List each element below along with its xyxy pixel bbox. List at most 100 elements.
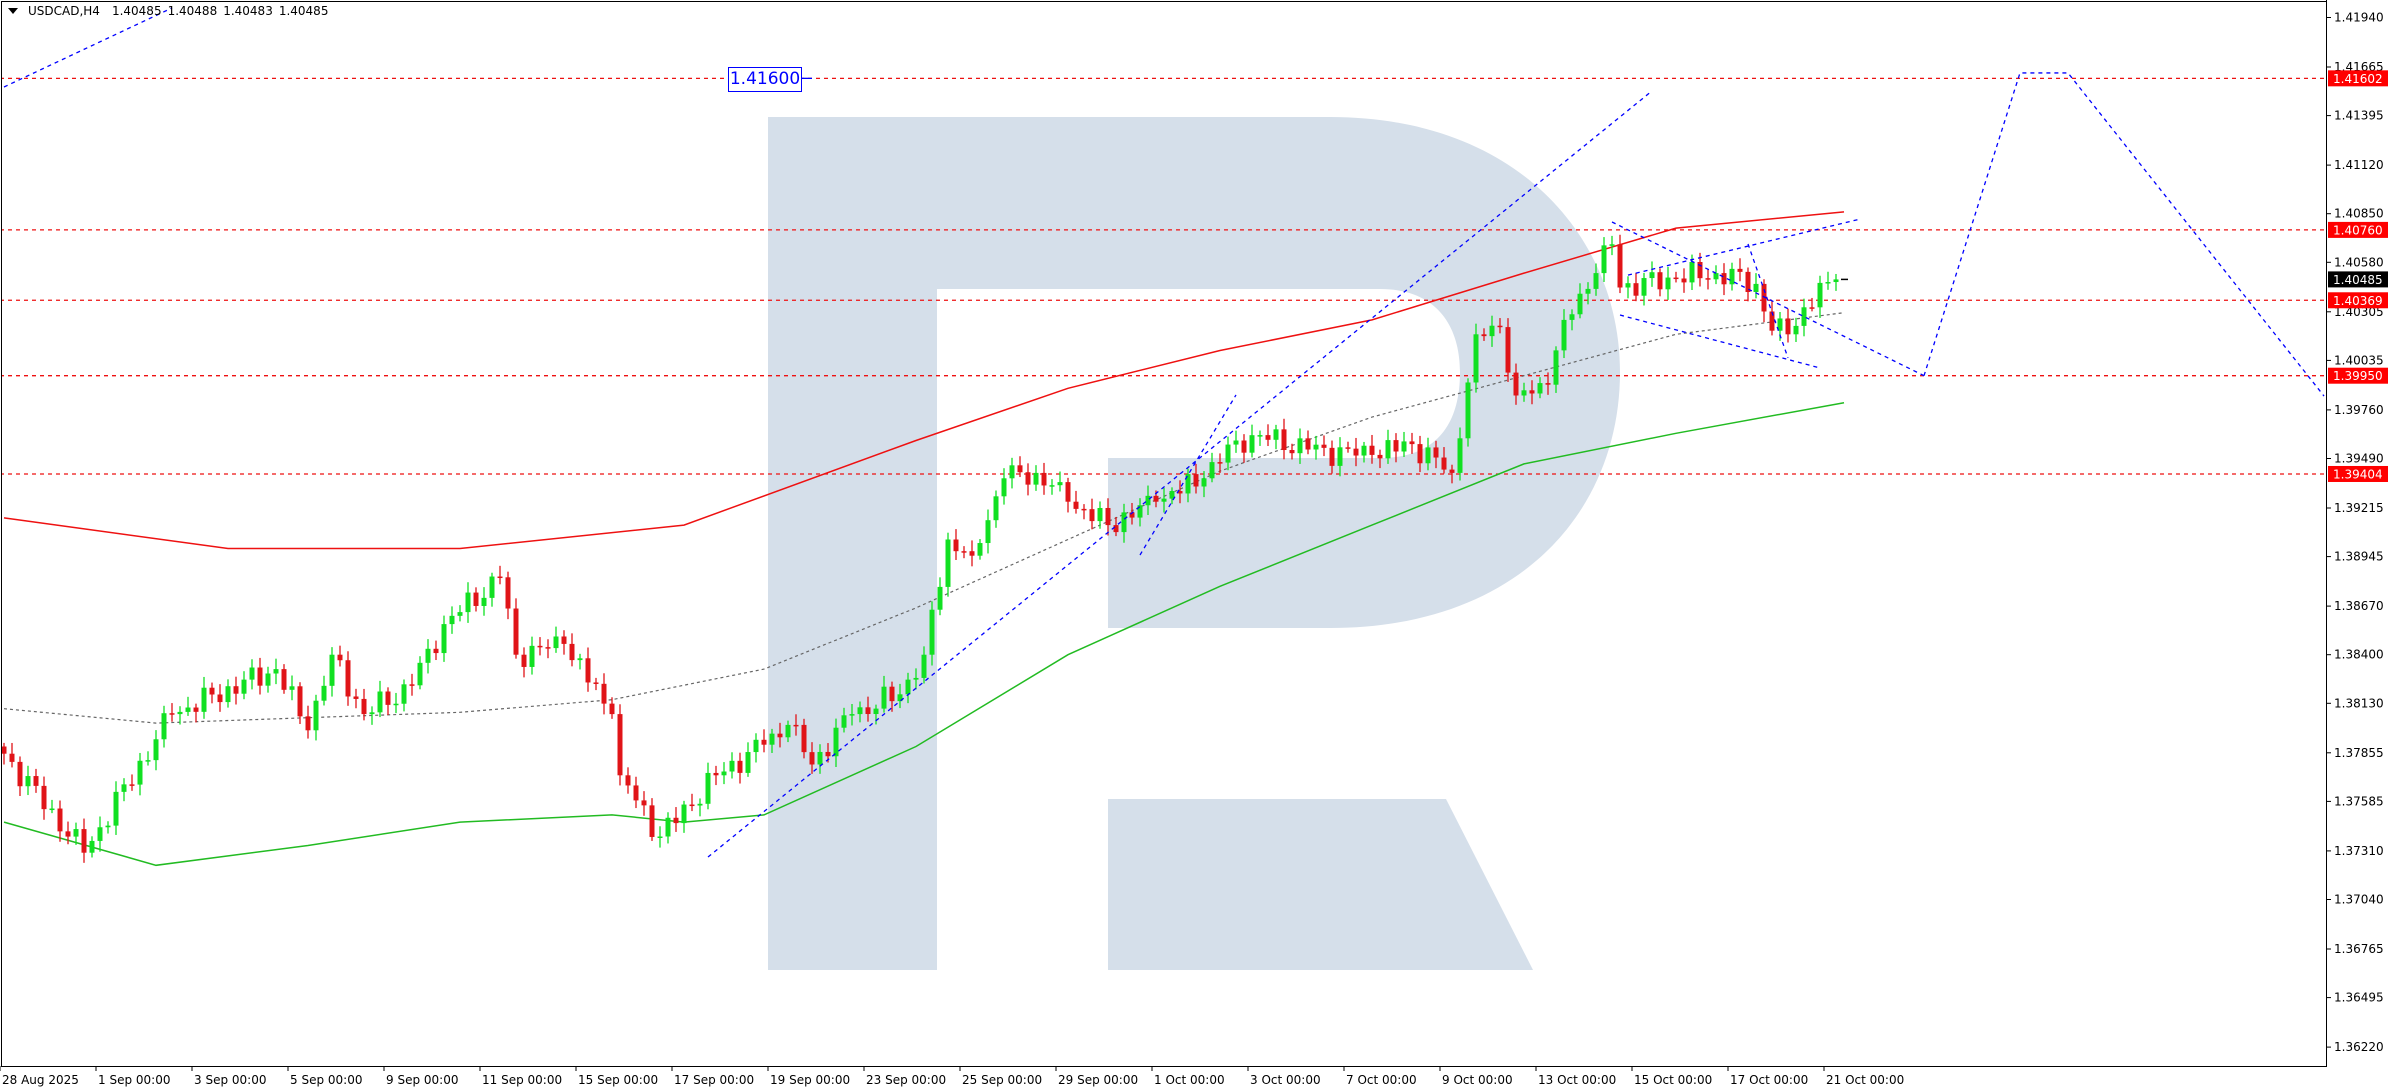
- candle-body: [241, 679, 247, 694]
- candle-body: [1833, 279, 1839, 283]
- candle-body: [81, 829, 87, 853]
- candle-body: [553, 636, 559, 649]
- candle: [361, 688, 367, 721]
- candle-body: [33, 776, 39, 786]
- candle: [537, 637, 543, 656]
- candle-body: [369, 712, 375, 715]
- candle-body: [185, 707, 191, 712]
- candle: [225, 679, 231, 708]
- candle: [369, 706, 375, 725]
- candle: [545, 639, 551, 659]
- candle-body: [1609, 244, 1615, 246]
- candle-body: [97, 827, 103, 841]
- candle: [1345, 441, 1351, 453]
- candle: [81, 818, 87, 863]
- candle: [569, 633, 575, 667]
- candle: [993, 490, 999, 528]
- candle-body: [585, 658, 591, 683]
- candle: [1769, 300, 1775, 336]
- candle: [185, 696, 191, 716]
- watermark-leg: [1108, 799, 1533, 970]
- candle-body: [577, 658, 583, 661]
- candle-body: [689, 804, 695, 807]
- candle-body: [1353, 448, 1359, 456]
- candle-body: [1497, 325, 1503, 328]
- candle-body: [1049, 485, 1055, 487]
- candle: [1657, 268, 1663, 297]
- candle-body: [1361, 445, 1367, 456]
- candle: [529, 636, 535, 675]
- candle-body: [1825, 282, 1831, 284]
- candle-body: [833, 727, 839, 757]
- candle-body: [1785, 318, 1791, 335]
- candle-body: [409, 684, 415, 686]
- candle-body: [1537, 383, 1543, 394]
- time-tick-label: 23 Sep 00:00: [866, 1073, 946, 1087]
- candle: [1537, 377, 1543, 399]
- candle-body: [737, 760, 743, 773]
- price-tick-label: 1.41395: [2334, 109, 2384, 123]
- price-tick-label: 1.36765: [2334, 942, 2384, 956]
- candle: [1393, 433, 1399, 463]
- candle-body: [201, 687, 207, 712]
- candle-body: [1553, 350, 1559, 385]
- price-tick-label: 1.38670: [2334, 599, 2384, 613]
- candle: [849, 703, 855, 726]
- price-axis[interactable]: 1.419401.416651.413951.411201.408501.405…: [2326, 0, 2389, 1066]
- candle-body: [1017, 465, 1023, 473]
- candle: [1241, 434, 1247, 463]
- candle: [1569, 309, 1575, 331]
- candle-body: [1505, 327, 1511, 373]
- candle: [513, 598, 519, 659]
- candle-body: [401, 684, 407, 704]
- time-tick-label: 15 Oct 00:00: [1634, 1073, 1712, 1087]
- candle: [425, 639, 431, 674]
- candle: [1297, 428, 1303, 464]
- trend-line: [3, 7, 173, 88]
- candle: [1185, 468, 1191, 503]
- candle: [833, 718, 839, 768]
- candle: [217, 684, 223, 712]
- time-tick-label: 3 Sep 00:00: [194, 1073, 266, 1087]
- candle: [817, 744, 823, 774]
- candle: [1529, 380, 1535, 405]
- candle-body: [1113, 525, 1119, 533]
- candle: [713, 765, 719, 786]
- candle: [441, 615, 447, 662]
- candle-body: [1449, 469, 1455, 473]
- candle: [897, 683, 903, 709]
- candle-body: [1129, 512, 1135, 518]
- price-tick-label: 1.38945: [2334, 550, 2384, 564]
- candle: [25, 765, 31, 796]
- candle: [121, 778, 127, 802]
- candle-body: [265, 673, 271, 686]
- candle: [473, 587, 479, 612]
- candle: [1617, 234, 1623, 294]
- candle-body: [1057, 482, 1063, 486]
- candle: [1545, 372, 1551, 395]
- candle-body: [649, 805, 655, 837]
- candle-body: [121, 784, 127, 792]
- candle-body: [1617, 244, 1623, 288]
- candle: [1473, 323, 1479, 393]
- candle-body: [673, 817, 679, 824]
- candle: [273, 658, 279, 685]
- candle: [801, 718, 807, 759]
- collapse-triangle-icon[interactable]: [8, 8, 18, 14]
- candle: [433, 640, 439, 661]
- candle: [2, 742, 7, 765]
- candle: [169, 703, 175, 722]
- candle: [233, 676, 239, 705]
- candle-body: [353, 696, 359, 699]
- candle-body: [1801, 307, 1807, 326]
- candle-body: [169, 713, 175, 715]
- candle: [241, 671, 247, 700]
- candle-body: [601, 683, 607, 704]
- candle: [961, 546, 967, 559]
- candle-body: [1681, 278, 1687, 283]
- candle-body: [1721, 273, 1727, 285]
- candle-body: [345, 660, 351, 697]
- time-axis[interactable]: 28 Aug 2025 1 Sep 00:00 3 Sep 00:00 5 Sep 0…: [0, 1066, 1904, 1087]
- target-price-annotation[interactable]: 1.41600: [728, 67, 802, 92]
